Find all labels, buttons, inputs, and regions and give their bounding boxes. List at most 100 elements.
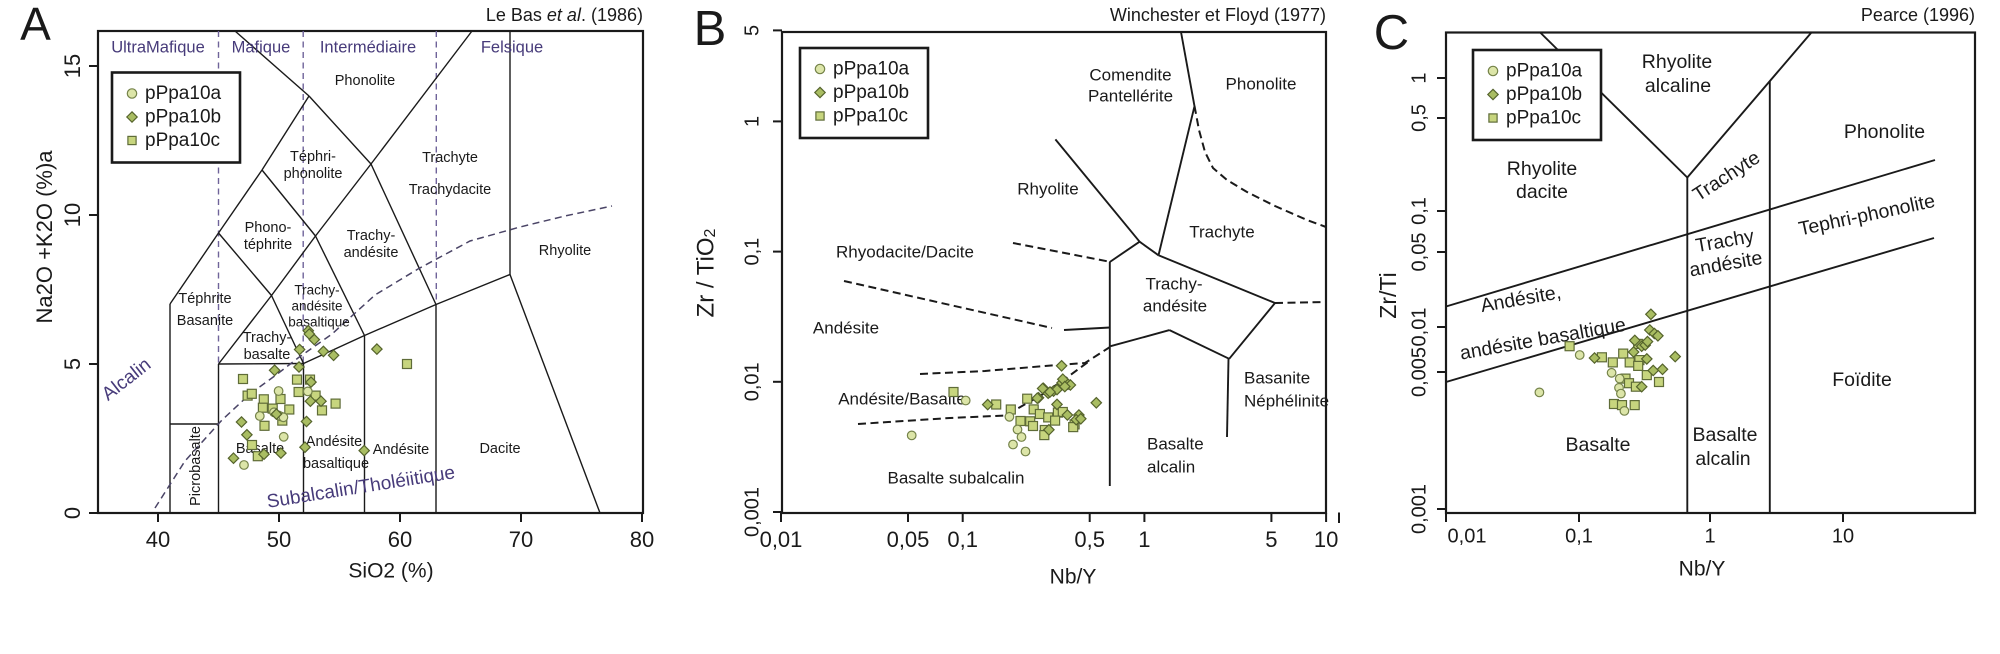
svg-text:10: 10 [1314, 527, 1338, 552]
svg-text:pPpa10a: pPpa10a [833, 59, 910, 80]
svg-text:andésite: andésite [344, 245, 399, 261]
svg-text:Trachy-: Trachy- [294, 283, 339, 298]
svg-text:Zr / TiO2: Zr / TiO2 [692, 228, 719, 317]
svg-text:Basalte subalcalin: Basalte subalcalin [887, 468, 1024, 487]
svg-text:Pearce (1996): Pearce (1996) [1861, 5, 1975, 25]
svg-text:0,1: 0,1 [1565, 525, 1593, 547]
svg-text:UltraMafique: UltraMafique [111, 38, 205, 56]
svg-text:1: 1 [1408, 72, 1430, 83]
svg-text:Rhyodacite/Dacite: Rhyodacite/Dacite [836, 242, 974, 261]
svg-text:Basanite: Basanite [1244, 368, 1310, 387]
svg-text:0,5: 0,5 [1408, 104, 1430, 132]
svg-text:Na2O +K2O (%)a: Na2O +K2O (%)a [32, 150, 57, 324]
svg-text:0,001: 0,001 [1408, 484, 1430, 534]
svg-text:Basalte: Basalte [1147, 434, 1204, 453]
svg-text:Intermédiaire: Intermédiaire [320, 38, 416, 56]
svg-text:Comendite: Comendite [1089, 65, 1171, 84]
svg-text:10: 10 [1832, 525, 1854, 547]
svg-text:alcalin: alcalin [1695, 448, 1750, 470]
svg-text:Phonolite: Phonolite [1844, 121, 1925, 143]
svg-text:0,5: 0,5 [1074, 527, 1105, 552]
svg-text:andésite: andésite [291, 299, 342, 314]
svg-text:Néphélinite: Néphélinite [1244, 391, 1329, 410]
svg-text:0,1: 0,1 [741, 238, 763, 266]
svg-text:Rhyolite: Rhyolite [539, 243, 591, 259]
svg-text:10: 10 [60, 203, 85, 227]
svg-text:50: 50 [267, 527, 291, 552]
svg-text:Basalte: Basalte [1692, 424, 1757, 446]
svg-text:Le Bas et al. (1986): Le Bas et al. (1986) [486, 5, 643, 25]
svg-text:pPpa10a: pPpa10a [1506, 61, 1583, 82]
svg-text:Andésite: Andésite [813, 318, 879, 337]
svg-text:Nb/Y: Nb/Y [1679, 558, 1726, 581]
svg-text:pPpa10b: pPpa10b [833, 82, 909, 103]
svg-text:1: 1 [1138, 527, 1150, 552]
svg-text:Dacite: Dacite [479, 441, 520, 457]
svg-text:Rhyolite: Rhyolite [1507, 158, 1577, 180]
svg-text:pPpa10c: pPpa10c [833, 106, 908, 127]
svg-text:0,01: 0,01 [1448, 525, 1487, 547]
svg-text:Trachyte: Trachyte [422, 150, 478, 166]
svg-text:15: 15 [60, 54, 85, 78]
svg-text:SiO2 (%): SiO2 (%) [348, 560, 433, 583]
svg-text:60: 60 [388, 527, 412, 552]
svg-text:0,1: 0,1 [1408, 197, 1430, 225]
svg-text:0,05: 0,05 [887, 527, 930, 552]
svg-text:0,1: 0,1 [947, 527, 978, 552]
svg-text:5: 5 [60, 358, 85, 370]
svg-text:Basanite: Basanite [177, 313, 233, 329]
svg-text:Trachy-: Trachy- [1146, 274, 1203, 293]
svg-text:Rhyolite: Rhyolite [1642, 51, 1712, 73]
svg-text:Trachy-: Trachy- [243, 330, 292, 346]
svg-text:0,05: 0,05 [1408, 233, 1430, 272]
svg-text:40: 40 [146, 527, 170, 552]
svg-text:pPpa10a: pPpa10a [145, 83, 222, 104]
svg-text:pPpa10b: pPpa10b [145, 107, 221, 128]
svg-text:dacite: dacite [1516, 181, 1568, 203]
svg-text:0,005: 0,005 [1408, 347, 1430, 397]
svg-text:Picrobasalte: Picrobasalte [188, 426, 204, 506]
svg-text:alcalin: alcalin [1147, 457, 1195, 476]
svg-text:C: C [1374, 6, 1409, 60]
svg-text:0,01: 0,01 [760, 527, 803, 552]
svg-text:Phono-: Phono- [245, 220, 292, 236]
svg-text:70: 70 [509, 527, 533, 552]
svg-text:5: 5 [1265, 527, 1277, 552]
svg-text:basaltique: basaltique [303, 456, 369, 472]
svg-text:Téphrite: Téphrite [178, 291, 231, 307]
svg-text:Foïdite: Foïdite [1832, 369, 1892, 391]
svg-text:Rhyolite: Rhyolite [1017, 179, 1078, 198]
svg-text:Andésite/Basalte: Andésite/Basalte [838, 389, 966, 408]
svg-text:0: 0 [60, 507, 85, 519]
svg-text:Felsique: Felsique [481, 38, 543, 56]
svg-text:Mafique: Mafique [232, 38, 291, 56]
svg-text:Nb/Y: Nb/Y [1050, 566, 1097, 589]
svg-text:pPpa10c: pPpa10c [1506, 108, 1581, 129]
svg-text:5: 5 [741, 25, 763, 36]
svg-text:0,01: 0,01 [741, 362, 763, 401]
svg-text:1: 1 [741, 116, 763, 127]
svg-text:0,01: 0,01 [1408, 308, 1430, 347]
svg-text:Andésite: Andésite [373, 442, 429, 458]
svg-text:alcaline: alcaline [1645, 75, 1711, 97]
svg-text:phonolite: phonolite [284, 166, 343, 182]
svg-text:Trachyte: Trachyte [1189, 222, 1255, 241]
svg-text:pPpa10c: pPpa10c [145, 130, 220, 151]
svg-text:B: B [694, 2, 727, 56]
svg-text:Zr/Ti: Zr/Ti [1375, 272, 1401, 318]
svg-text:Basalte: Basalte [1565, 434, 1630, 456]
svg-text:Winchester et Floyd (1977): Winchester et Floyd (1977) [1110, 5, 1326, 25]
svg-text:Trachy-: Trachy- [347, 228, 396, 244]
svg-text:basalte: basalte [244, 347, 291, 363]
svg-text:A: A [20, 0, 51, 50]
svg-text:téphrite: téphrite [244, 237, 292, 253]
svg-text:Andésite: Andésite [306, 434, 362, 450]
svg-text:Trachydacite: Trachydacite [409, 182, 491, 198]
svg-text:basaltique: basaltique [288, 315, 350, 330]
svg-text:80: 80 [630, 527, 654, 552]
svg-text:Phonolite: Phonolite [335, 73, 395, 89]
svg-text:Pantellérite: Pantellérite [1088, 86, 1173, 105]
svg-text:1: 1 [1704, 525, 1715, 547]
svg-text:Phonolite: Phonolite [1226, 74, 1297, 93]
svg-text:andésite: andésite [1143, 296, 1207, 315]
